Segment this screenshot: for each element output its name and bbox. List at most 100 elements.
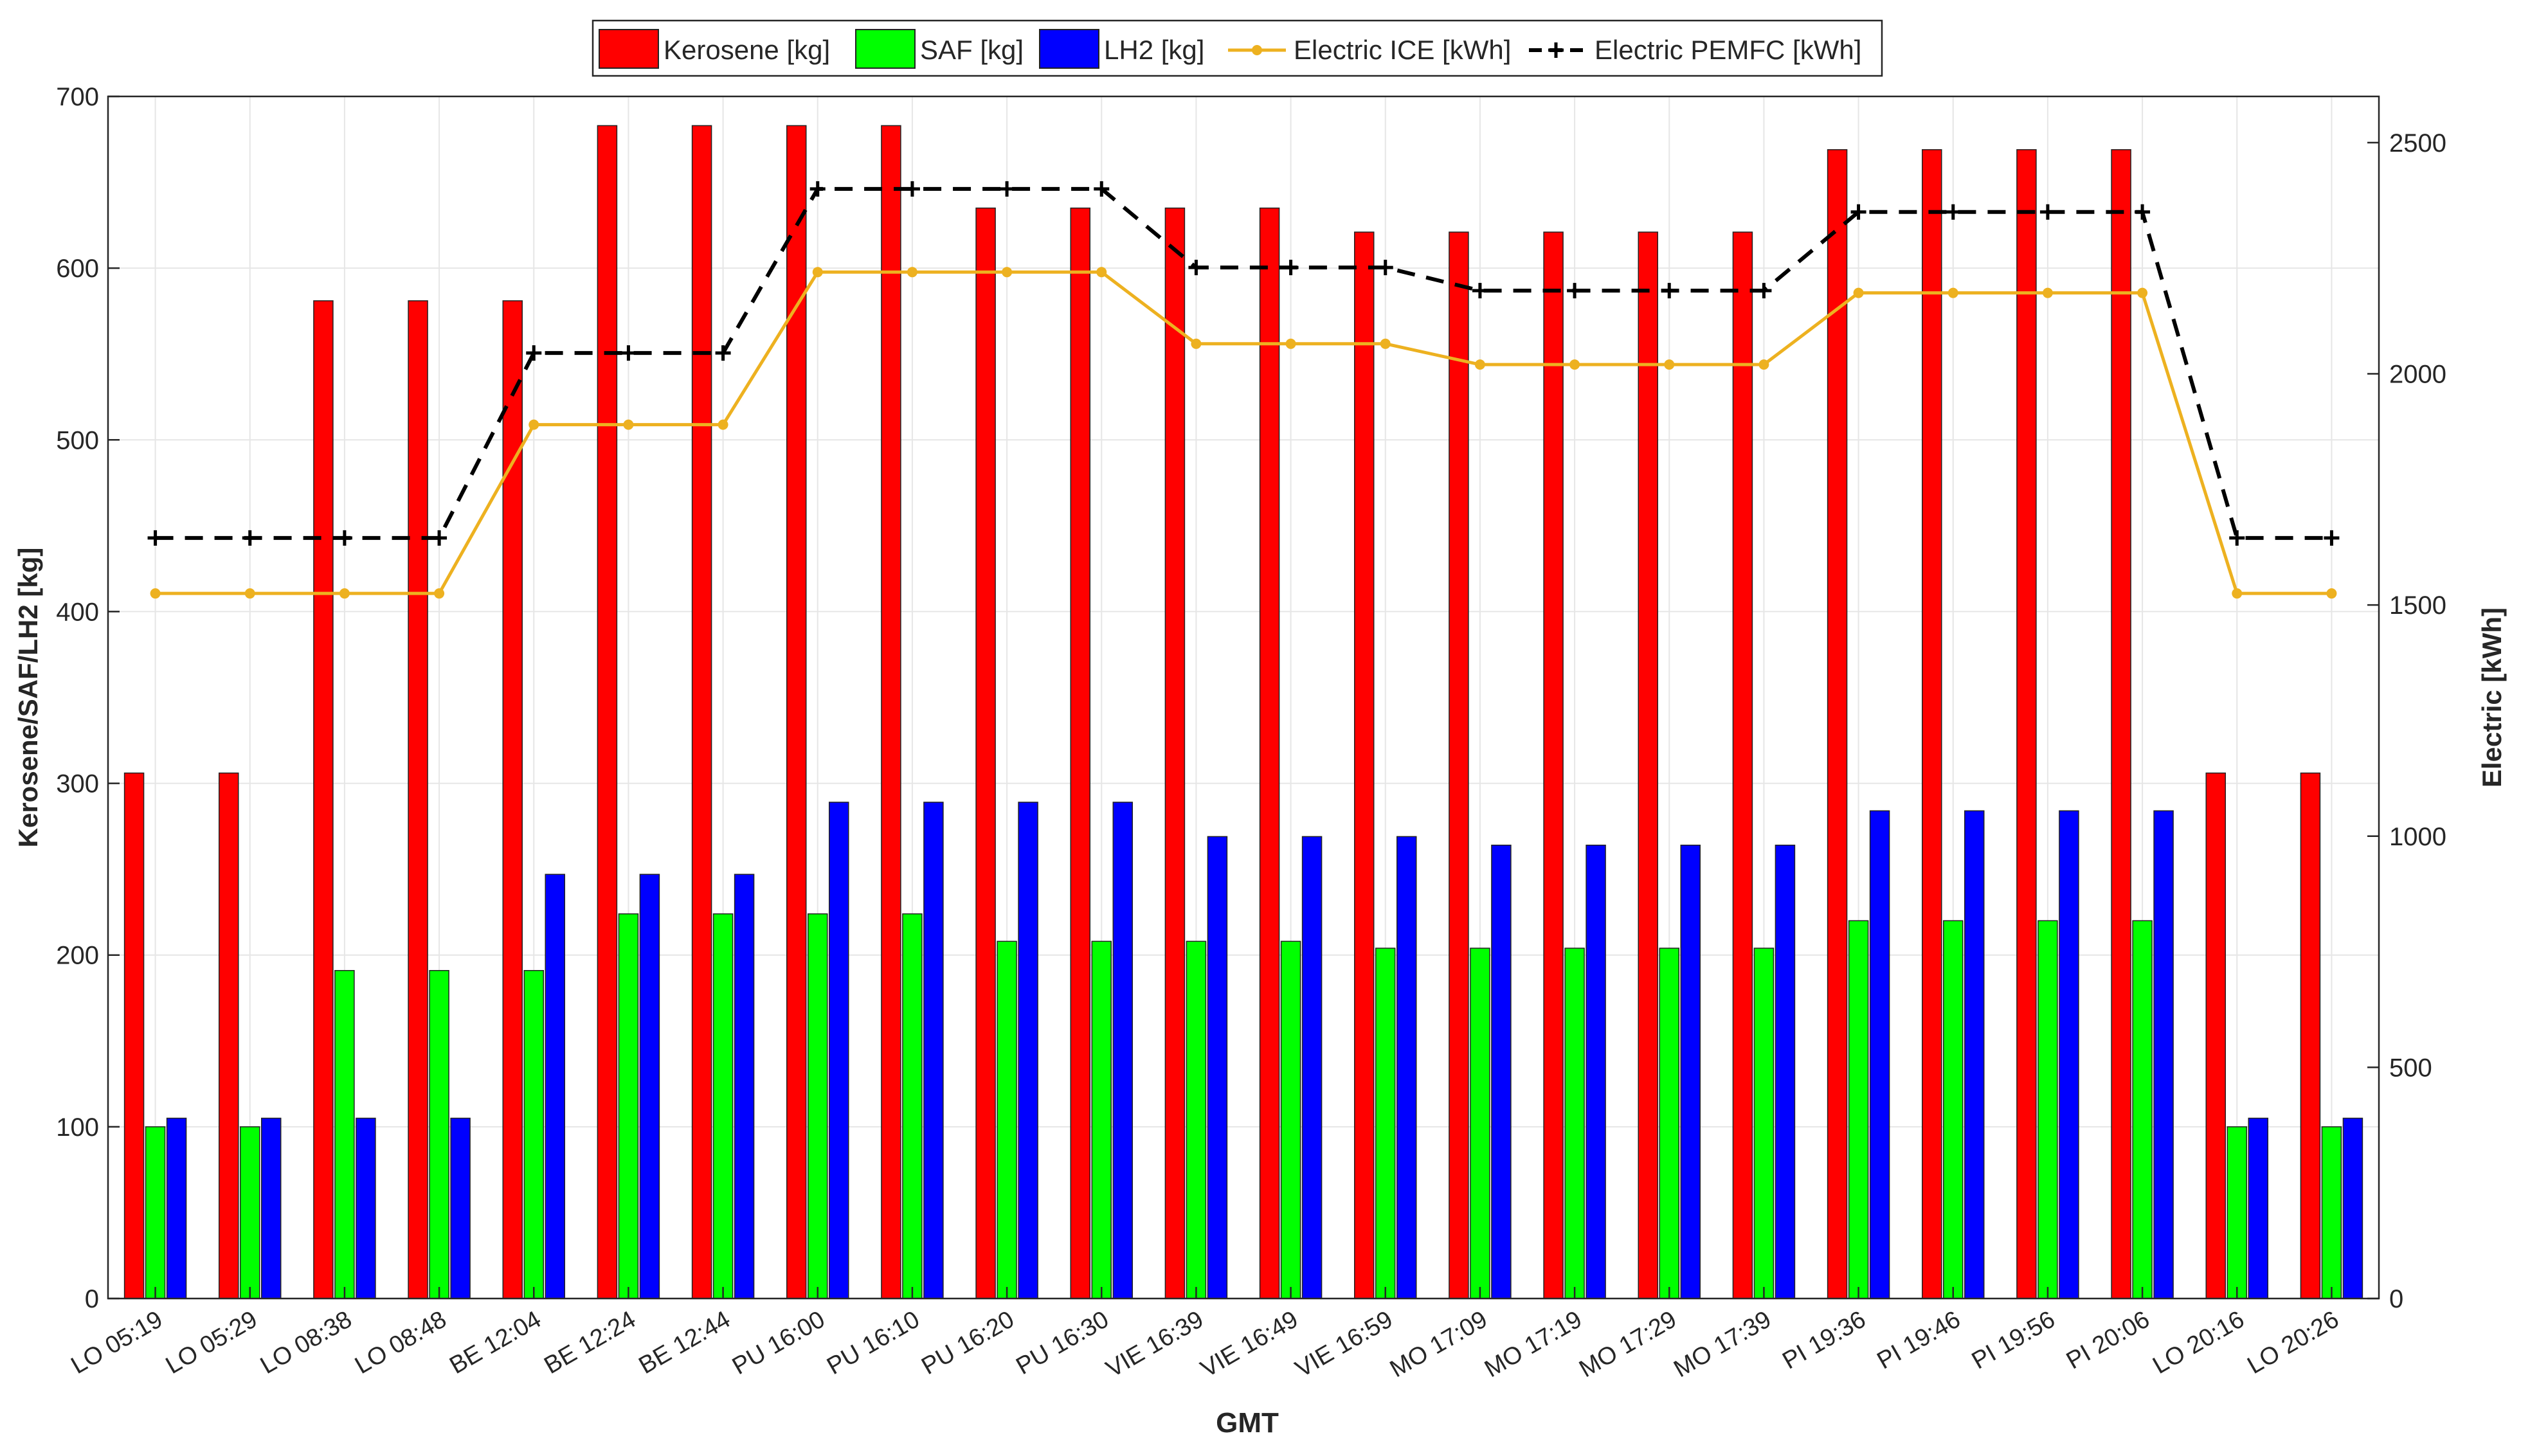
bar-saf <box>2132 920 2153 1299</box>
bar-kerosene <box>1732 231 1753 1299</box>
bar-lh2 <box>166 1117 187 1299</box>
y-tick-label: 500 <box>56 426 99 454</box>
bar-saf <box>1280 940 1301 1299</box>
y2-axis-label: Electric [kWh] <box>2477 607 2507 787</box>
bar-saf <box>240 1126 260 1299</box>
bar-lh2 <box>734 874 755 1299</box>
y-tick-label: 400 <box>56 598 99 626</box>
bar-kerosene <box>313 300 334 1299</box>
legend: Kerosene [kg] SAF [kg] LH2 [kg] Electric IC… <box>592 19 1883 77</box>
bar-lh2 <box>1586 844 1606 1299</box>
bar-saf <box>523 970 544 1299</box>
y-axis-label: Kerosene/SAF/LH2 [kg] <box>13 548 43 848</box>
line-electric-ice-marker <box>623 419 634 430</box>
line-electric-pemfc-marker <box>999 181 1015 197</box>
bar-lh2 <box>1018 802 1038 1299</box>
bar-saf <box>145 1126 166 1299</box>
bar-lh2 <box>2059 810 2079 1299</box>
line-electric-ice-marker <box>529 419 539 430</box>
line-electric-pemfc-marker <box>2135 204 2151 220</box>
bar-saf <box>997 940 1017 1299</box>
bar-kerosene <box>881 125 901 1299</box>
y2-tick-label: 2000 <box>2389 361 2446 389</box>
line-electric-ice-marker <box>1664 359 1675 370</box>
y2-tick-label: 1500 <box>2389 591 2446 620</box>
bar-kerosene <box>123 772 145 1299</box>
legend-swatch-lh2 <box>1039 29 1099 69</box>
bar-saf <box>1470 948 1490 1299</box>
legend-label: Electric ICE [kWh] <box>1294 35 1511 65</box>
y2-tick-label: 2500 <box>2389 129 2446 157</box>
line-electric-pemfc-marker <box>1661 283 1677 299</box>
line-electric-ice-marker <box>1096 267 1107 278</box>
y2-tick-label: 0 <box>2389 1285 2403 1313</box>
legend-label: SAF [kg] <box>920 35 1024 65</box>
line-electric-ice-marker <box>2232 588 2243 599</box>
bar-kerosene <box>1259 207 1280 1299</box>
line-electric-ice-marker <box>150 588 161 599</box>
line-electric-ice-marker <box>1758 359 1769 370</box>
bar-kerosene <box>502 300 523 1299</box>
bar-lh2 <box>356 1117 376 1299</box>
bar-lh2 <box>923 802 944 1299</box>
line-electric-pemfc-marker <box>2324 530 2340 546</box>
line-electric-pemfc-marker <box>1472 283 1488 299</box>
line-electric-ice-marker <box>1474 359 1485 370</box>
plot-frame <box>107 95 2380 1300</box>
bar-kerosene <box>691 125 712 1299</box>
line-electric-pemfc-marker <box>904 181 920 197</box>
line-electric-pemfc-marker <box>147 530 163 546</box>
lines <box>147 181 2340 599</box>
bar-kerosene <box>1354 231 1375 1299</box>
legend-label: LH2 [kg] <box>1104 35 1204 65</box>
line-electric-pemfc-marker <box>1850 204 1866 220</box>
line-electric-pemfc-marker <box>336 530 352 546</box>
bar-lh2 <box>1775 844 1796 1299</box>
line-electric-ice-marker <box>907 267 917 278</box>
line-electric-ice-marker <box>812 267 823 278</box>
bar-lh2 <box>639 874 660 1299</box>
line-electric-pemfc-marker <box>242 530 258 546</box>
bar-saf <box>1943 920 1964 1299</box>
line-electric-pemfc-marker <box>1567 283 1583 299</box>
bar-saf <box>808 913 828 1299</box>
bar-lh2 <box>1301 836 1323 1299</box>
line-electric-ice-marker <box>434 588 445 599</box>
bar-kerosene <box>219 772 239 1299</box>
line-electric-pemfc-marker <box>809 181 826 197</box>
bar-saf <box>618 913 639 1299</box>
bar-kerosene <box>1449 231 1469 1299</box>
y-tick-label: 0 <box>85 1285 99 1313</box>
bar-lh2 <box>450 1117 471 1299</box>
bar-kerosene <box>786 125 807 1299</box>
legend-swatch-saf <box>855 29 916 69</box>
y-tick-label: 600 <box>56 255 99 283</box>
bar-saf <box>1659 948 1679 1299</box>
line-electric-ice-marker <box>1191 338 1202 349</box>
bar-lh2 <box>545 874 565 1299</box>
bar-kerosene <box>2300 772 2321 1299</box>
bar-lh2 <box>1869 810 1890 1299</box>
line-electric-ice-marker <box>244 588 255 599</box>
bar-lh2 <box>1207 836 1228 1299</box>
line-electric-pemfc-marker <box>431 530 447 546</box>
line-electric-pemfc-marker <box>1756 283 1772 299</box>
line-electric-ice <box>155 270 2332 595</box>
line-electric-ice-marker <box>1285 338 1296 349</box>
bar-kerosene <box>1638 231 1658 1299</box>
line-electric-ice-marker <box>1569 359 1580 370</box>
bar-saf <box>1564 948 1585 1299</box>
bar-saf <box>2227 1126 2247 1299</box>
line-electric-ice-marker <box>1947 287 1958 298</box>
bar-lh2 <box>1491 844 1512 1299</box>
bar-lh2 <box>829 802 849 1299</box>
bar-lh2 <box>261 1117 282 1299</box>
bar-saf <box>2321 1126 2342 1299</box>
bar-saf <box>902 913 923 1299</box>
line-electric-pemfc-marker <box>1094 181 1110 197</box>
line-electric-ice-marker <box>1853 287 1864 298</box>
line-electric-ice-marker <box>718 419 728 430</box>
bar-kerosene <box>2205 772 2226 1299</box>
legend-swatch-kerosene <box>599 29 659 69</box>
legend-marker-electric-pemfc <box>1548 42 1564 58</box>
